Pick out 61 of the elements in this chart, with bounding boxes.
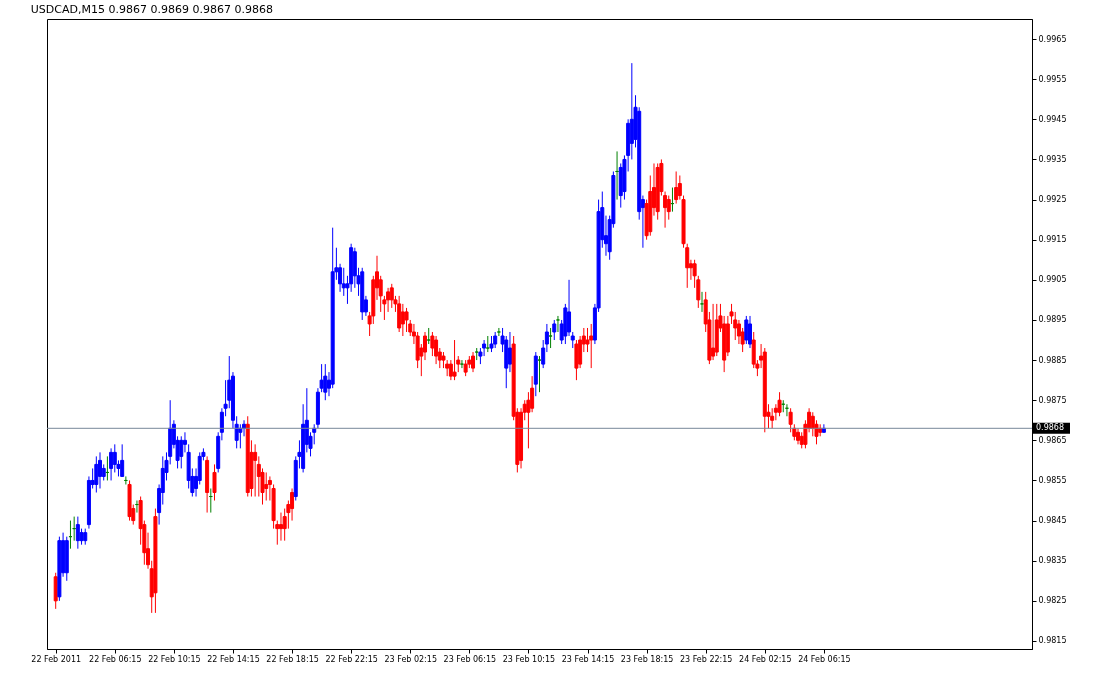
x-tick-label: 23 Feb 22:15: [679, 654, 733, 664]
candlestick: [700, 291, 704, 313]
candlestick: [404, 307, 409, 333]
y-tick-label: 0.9835: [1038, 556, 1067, 566]
candlestick: [548, 327, 553, 349]
candlestick: [459, 359, 464, 369]
x-tick-label: 24 Feb 02:15: [739, 654, 792, 664]
y-tick-label: 0.9865: [1038, 435, 1067, 445]
y-tick-label: 0.9855: [1038, 475, 1067, 485]
x-tick-label: 22 Feb 14:15: [207, 654, 260, 664]
candlestick: [341, 267, 346, 297]
candlestick: [109, 447, 114, 481]
y-tick-label: 0.9825: [1038, 596, 1067, 606]
y-tick-label: 0.9945: [1038, 114, 1067, 124]
x-tick-label: 22 Feb 2011: [31, 654, 82, 664]
y-tick-label: 0.9905: [1038, 275, 1067, 285]
x-tick-label: 24 Feb 06:15: [798, 654, 851, 664]
candlestick: [278, 512, 283, 542]
x-tick-label: 23 Feb 06:15: [443, 654, 497, 664]
candlestick: [471, 351, 476, 373]
candlestick: [434, 335, 439, 365]
y-tick-label: 0.9885: [1038, 355, 1067, 365]
candlestick: [238, 423, 243, 449]
candlestick: [496, 327, 501, 337]
candlestick: [323, 363, 328, 401]
y-tick-label: 0.9925: [1038, 195, 1067, 205]
y-tick-label: 0.9935: [1038, 154, 1067, 164]
candlestick: [94, 455, 99, 493]
x-tick-label: 23 Feb 18:15: [620, 654, 674, 664]
candlestick: [770, 407, 775, 429]
candlestick: [748, 315, 753, 349]
candlestick: [552, 319, 557, 341]
x-tick-label: 22 Feb 22:15: [325, 654, 378, 664]
candlestick: [674, 170, 679, 205]
x-tick-label: 22 Feb 18:15: [266, 654, 319, 664]
candlestick: [112, 443, 117, 473]
candlestick: [389, 283, 394, 309]
ref-line-label: 0.9868: [1036, 423, 1064, 433]
candlestick: [555, 315, 560, 333]
x-tick-label: 23 Feb 02:15: [384, 654, 437, 664]
candlestick: [537, 355, 542, 393]
candlestick: [264, 471, 269, 502]
candlestick: [400, 303, 405, 337]
candlestick: [179, 435, 184, 469]
y-tick-label: 0.9965: [1038, 34, 1067, 44]
candlestick: [744, 315, 749, 345]
chart-title: USDCAD,M15 0.9867 0.9869 0.9867 0.9868: [30, 3, 273, 16]
candlestick: [212, 463, 217, 502]
x-tick-label: 23 Feb 14:15: [561, 654, 615, 664]
x-tick-label: 22 Feb 06:15: [89, 654, 142, 664]
candlestick: [777, 391, 782, 417]
candlestick: [589, 323, 594, 369]
y-tick-label: 0.9915: [1038, 235, 1067, 245]
candlestick: [253, 443, 258, 498]
y-tick-label: 0.9955: [1038, 74, 1067, 84]
x-tick-label: 22 Feb 10:15: [148, 654, 201, 664]
x-tick-label: 23 Feb 10:15: [502, 654, 556, 664]
y-tick-label: 0.9895: [1038, 315, 1067, 325]
y-tick-label: 0.9815: [1038, 636, 1067, 646]
y-tick-label: 0.9845: [1038, 516, 1067, 526]
y-tick-label: 0.9875: [1038, 395, 1067, 405]
